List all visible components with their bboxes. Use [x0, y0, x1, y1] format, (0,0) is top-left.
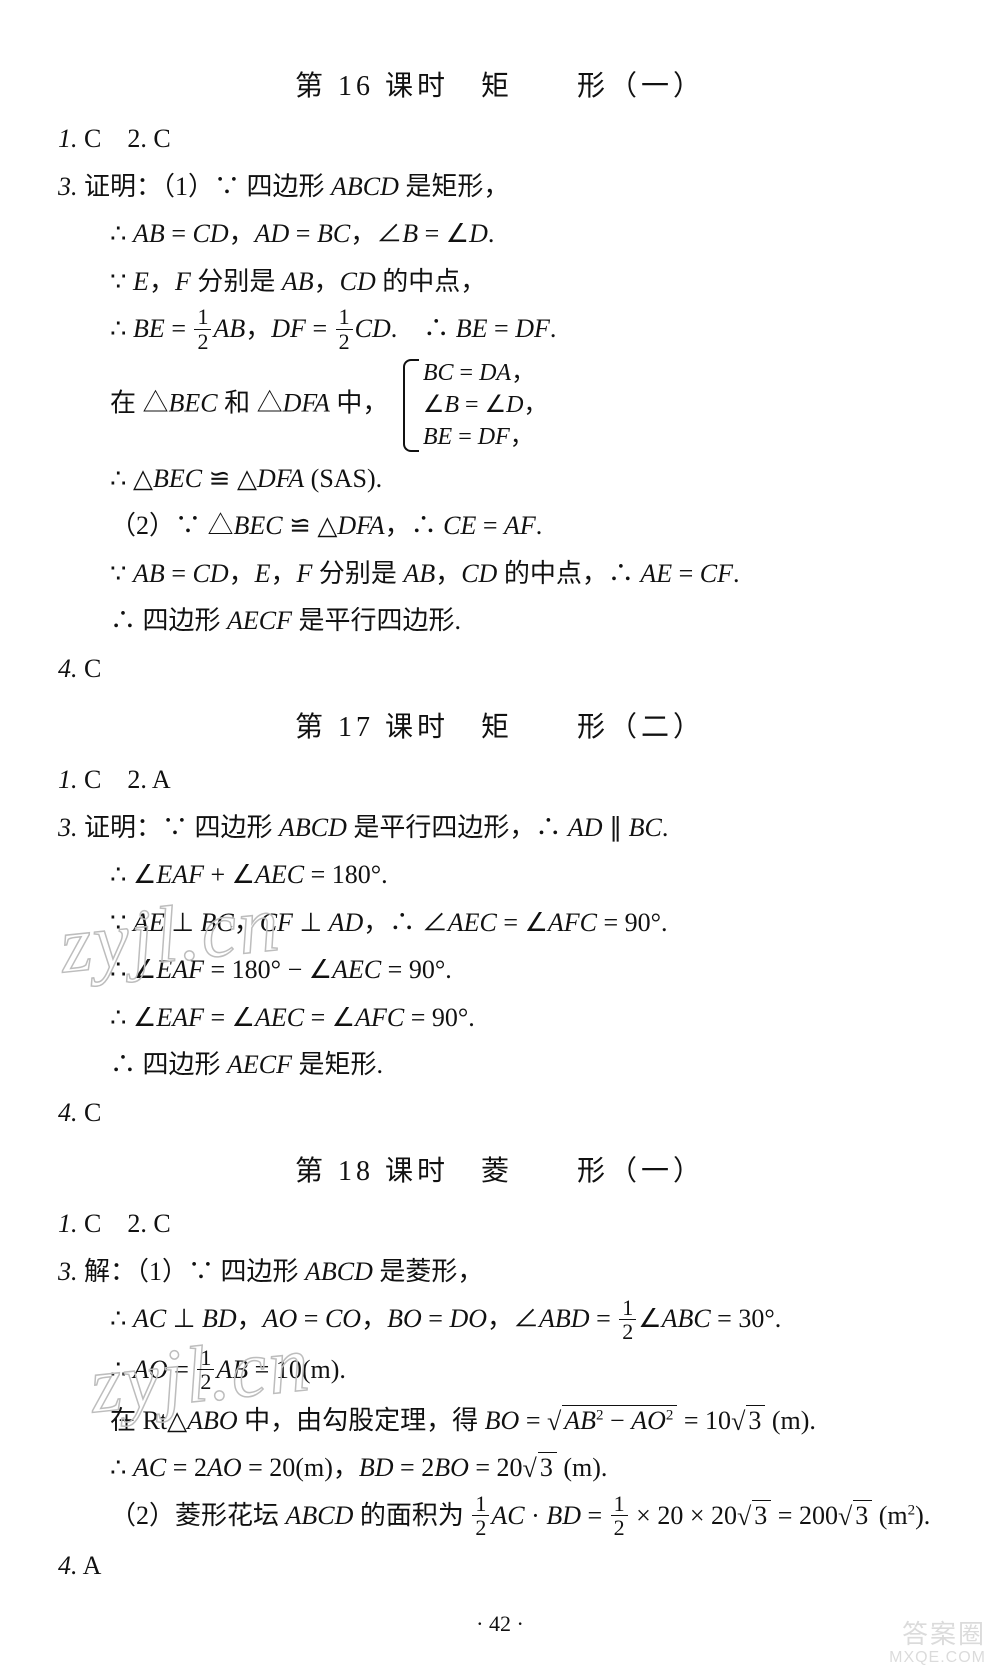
item-2-3-l4: ∴ ∠EAF = ∠AEC = ∠AFC = 90°. — [40, 995, 960, 1041]
item-2-3-l2: ∵ AE ⊥ BC，CF ⊥ AD，∴ ∠AEC = ∠AFC = 90°. — [40, 900, 960, 946]
text: C 2. C — [84, 124, 171, 153]
badge-line2: MXQE.COM — [889, 1649, 986, 1667]
item-1-3-l0: 3. 证明：（1）∵ 四边形 ABCD 是矩形， — [40, 164, 960, 210]
text: C 2. A — [84, 765, 171, 794]
item-3-1: 1. C 2. C — [40, 1201, 960, 1247]
label: 1. — [58, 765, 78, 794]
item-3-3-l1: ∴ AC ⊥ BD，AO = CO，BO = DO，∠ABD = 12∠ABC … — [40, 1296, 960, 1345]
item-2-3-l3: ∴ ∠EAF = 180° − ∠AEC = 90°. — [40, 947, 960, 993]
text: C — [84, 1098, 101, 1127]
item-3-3-l5: （2）菱形花坛 ABCD 的面积为 12AC · BD = 12 × 20 × … — [40, 1493, 960, 1542]
label: 4. — [58, 1551, 78, 1580]
label: 3. — [58, 172, 78, 201]
item-1-3-l1: ∴ AB = CD，AD = BC，∠B = ∠D. — [40, 211, 960, 257]
item-1-3-l8: ∴ 四边形 AECF 是平行四边形. — [40, 598, 960, 644]
item-3-3-l3: 在 Rt△ABO 中，由勾股定理，得 BO = AB2 − AO2 = 103 … — [40, 1398, 960, 1444]
section-title-18: 第 18 课时 菱 形（一） — [40, 1149, 960, 1189]
item-1-1: 1. C 2. C — [40, 116, 960, 162]
item-2-4: 4. C — [40, 1090, 960, 1136]
text: C 2. C — [84, 1209, 171, 1238]
section-title-16: 第 16 课时 矩 形（一） — [40, 64, 960, 104]
label: 3. — [58, 1257, 78, 1286]
item-2-1: 1. C 2. A — [40, 757, 960, 803]
label: 3. — [58, 813, 78, 842]
badge-line1: 答案圈 — [889, 1620, 986, 1649]
page-number: · 42 · — [40, 1611, 960, 1637]
item-3-3-l4: ∴ AC = 2AO = 20(m)，BD = 2BO = 203 (m). — [40, 1445, 960, 1491]
item-1-3-l7: ∵ AB = CD，E，F 分别是 AB，CD 的中点，∴ AE = CF. — [40, 551, 960, 597]
item-1-4: 4. C — [40, 646, 960, 692]
corner-badge: 答案圈 MXQE.COM — [889, 1620, 986, 1666]
label: 1. — [58, 124, 78, 153]
item-1-3-l6: （2）∵ △BEC ≌ △DFA，∴ CE = AF. — [40, 503, 960, 549]
text: C — [84, 654, 101, 683]
item-2-3-l5: ∴ 四边形 AECF 是矩形. — [40, 1042, 960, 1088]
section-title-17: 第 17 课时 矩 形（二） — [40, 705, 960, 745]
text: A — [83, 1551, 102, 1580]
item-1-3-l5: ∴ △BEC ≌ △DFA (SAS). — [40, 456, 960, 502]
item-1-3-l3: ∴ BE = 12AB，DF = 12CD. ∴ BE = DF. — [40, 306, 960, 355]
cases-1: BC = DA， ∠B = ∠D， BE = DF， — [401, 357, 548, 454]
item-2-3-l1: ∴ ∠EAF + ∠AEC = 180°. — [40, 852, 960, 898]
item-1-3-l4: 在 △BEC 和 △DFA 中， BC = DA， ∠B = ∠D， BE = … — [40, 357, 960, 454]
page: zyjl.cn zyjl.cn 第 16 课时 矩 形（一） 1. C 2. C… — [0, 0, 1000, 1677]
label: 4. — [58, 654, 78, 683]
item-1-3-l2: ∵ E，F 分别是 AB，CD 的中点， — [40, 259, 960, 305]
item-3-4: 4. A — [40, 1543, 960, 1589]
item-3-3-l2: ∴ AO = 12AB = 10(m). — [40, 1347, 960, 1396]
item-2-3-l0: 3. 证明：∵ 四边形 ABCD 是平行四边形，∴ AD ∥ BC. — [40, 805, 960, 851]
label: 4. — [58, 1098, 78, 1127]
label: 1. — [58, 1209, 78, 1238]
item-3-3-l0: 3. 解：（1）∵ 四边形 ABCD 是菱形， — [40, 1249, 960, 1295]
